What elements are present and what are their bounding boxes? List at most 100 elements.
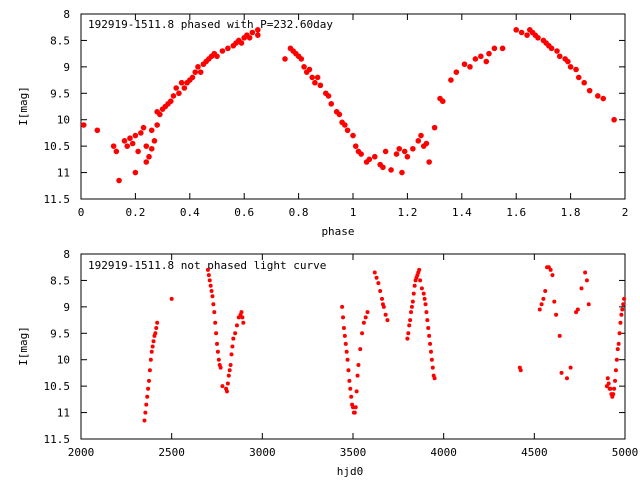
- unphased-x-tick-label: 2500: [158, 446, 185, 459]
- unphased-data-point: [613, 368, 618, 373]
- unphased-data-point: [543, 289, 548, 293]
- unphased-data-point: [344, 349, 349, 354]
- unphased-data-point: [575, 307, 580, 312]
- phased-data-point: [483, 58, 490, 65]
- unphased-data-point: [155, 320, 160, 325]
- phased-data-point: [352, 143, 359, 149]
- phased-data-point: [113, 148, 120, 155]
- phased-data-point: [328, 101, 335, 107]
- phased-data-point: [431, 124, 438, 131]
- phased-data-point: [524, 32, 530, 38]
- unphased-data-point: [620, 307, 625, 312]
- unphased-data-point: [363, 315, 368, 320]
- unphased-data-point: [149, 349, 154, 354]
- phased-data-point: [110, 143, 117, 149]
- unphased-data-point: [215, 341, 219, 346]
- phased-y-tick-label: 9.5: [50, 87, 70, 100]
- unphased-y-tick-label: 10: [57, 354, 70, 367]
- phased-data-point: [418, 132, 424, 139]
- unphased-data-point: [231, 336, 236, 341]
- unphased-data-point: [146, 386, 151, 391]
- unphased-data-point: [612, 386, 617, 391]
- unphased-data-point: [552, 299, 557, 304]
- phased-data-point: [249, 29, 256, 36]
- unphased-x-tick-label: 2000: [68, 446, 95, 459]
- phased-data-point: [448, 77, 454, 83]
- phased-data-point: [192, 69, 199, 75]
- unphased-x-tick-label: 4500: [521, 446, 548, 459]
- phased-data-point: [254, 27, 261, 33]
- unphased-data-point: [409, 304, 414, 309]
- unphased-data-point: [215, 349, 220, 354]
- unphased-data-point: [422, 296, 427, 301]
- unphased-data-point: [153, 331, 158, 336]
- unphased-data-point: [209, 289, 214, 293]
- phased-data-point: [143, 159, 150, 165]
- phased-x-tick-label: 0.6: [234, 206, 254, 219]
- unphased-data-point: [539, 302, 544, 307]
- phased-data-point: [298, 56, 305, 62]
- phased-x-tick-label: 0.4: [180, 206, 200, 219]
- phased-plot-title: 192919-1511.8 phased with P=232.60day: [88, 18, 333, 31]
- unphased-x-axis-label: hjd0: [337, 465, 364, 478]
- phased-data-point: [132, 169, 139, 176]
- unphased-data-point: [432, 376, 437, 381]
- unphased-data-point: [385, 318, 390, 323]
- phased-data-point: [535, 34, 541, 41]
- unphased-data-point: [343, 341, 348, 346]
- phased-x-axis-label: phase: [321, 225, 354, 238]
- phased-data-point: [146, 153, 152, 160]
- unphased-data-point: [150, 344, 155, 349]
- unphased-data-point: [240, 315, 245, 320]
- unphased-data-point: [407, 323, 412, 328]
- unphased-data-point: [144, 402, 149, 407]
- phased-data-point: [181, 85, 188, 91]
- unphased-data-point: [143, 410, 148, 415]
- unphased-data-point: [619, 312, 624, 317]
- phased-data-point: [170, 93, 177, 99]
- phased-data-point: [491, 45, 498, 52]
- phased-data-point: [135, 148, 141, 155]
- unphased-y-tick-label: 8: [63, 248, 70, 261]
- unphased-data-point: [349, 394, 354, 399]
- phased-data-point: [197, 69, 204, 75]
- phased-data-point: [167, 98, 174, 105]
- phased-data-point: [282, 56, 288, 62]
- unphased-y-tick-label: 10.5: [44, 380, 71, 393]
- unphased-data-point: [383, 312, 388, 317]
- phased-data-point: [554, 48, 560, 54]
- phased-x-tick-label: 0.2: [125, 206, 145, 219]
- unphased-y-tick-label: 8.5: [50, 274, 70, 287]
- unphased-data-point: [347, 378, 352, 383]
- phased-y-tick-label: 10.5: [44, 140, 71, 153]
- phased-data-point: [195, 64, 201, 70]
- phased-data-point: [127, 135, 133, 142]
- phased-x-tick-label: 0: [78, 206, 85, 219]
- phased-data-point: [426, 159, 432, 165]
- phased-data-point: [189, 74, 196, 81]
- unphased-data-point: [564, 376, 569, 381]
- phased-data-point: [404, 153, 411, 160]
- phased-data-point: [317, 82, 324, 89]
- phased-data-point: [399, 169, 405, 176]
- unphased-data-point: [608, 386, 613, 391]
- phased-data-point: [388, 167, 394, 173]
- unphased-data-point: [425, 318, 430, 323]
- phased-data-point: [573, 66, 579, 73]
- unphased-y-tick-label: 11.5: [44, 433, 71, 446]
- phased-data-point: [314, 74, 321, 81]
- unphased-data-point: [241, 320, 246, 325]
- unphased-data-point: [381, 304, 386, 309]
- unphased-data-point: [341, 315, 346, 320]
- phased-data-point: [219, 48, 226, 54]
- phased-data-point: [301, 64, 307, 70]
- phased-data-point: [366, 156, 373, 163]
- unphased-data-point: [615, 347, 620, 352]
- unphased-y-tick-label: 9: [63, 301, 70, 314]
- unphased-data-point: [218, 365, 223, 370]
- unphased-data-point: [147, 378, 151, 383]
- unphased-data-point: [606, 381, 611, 386]
- unphased-data-point: [428, 341, 433, 346]
- unphased-data-point: [147, 368, 152, 373]
